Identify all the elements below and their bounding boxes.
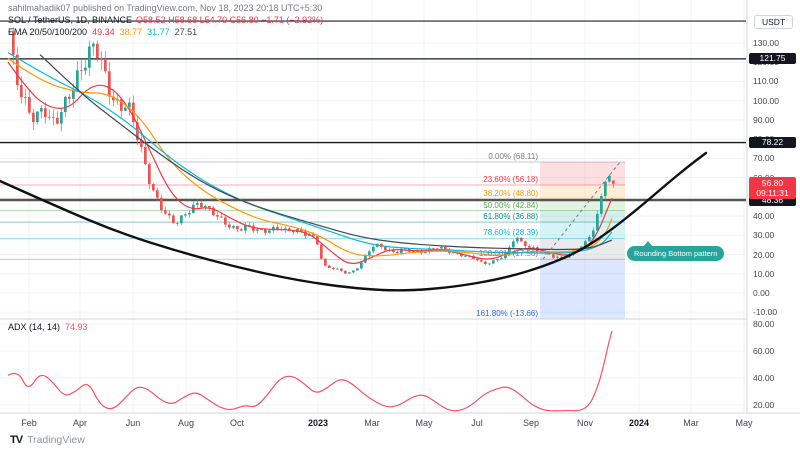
ema-lines — [7, 52, 613, 265]
time-tick: Jul — [471, 418, 483, 428]
price-tick: 90.00 — [753, 114, 775, 125]
last-price-badge: 56.80 09:11:31 — [749, 176, 796, 199]
fib-level-label: 50.00% (42.84) — [483, 200, 538, 210]
time-tick: May — [415, 418, 433, 428]
time-tick: Nov — [576, 418, 594, 428]
ema-legend-values: 49.34 38.77 31.77 27.51 — [87, 27, 197, 37]
time-tick: Mar — [364, 418, 380, 428]
pattern-annotation-text: Rounding Bottom pattern — [634, 249, 718, 258]
time-tick: Aug — [177, 418, 195, 428]
horizontal-ray-lines — [0, 20, 746, 202]
adx-tick: 80.00 — [753, 319, 775, 329]
pattern-annotation[interactable]: Rounding Bottom pattern — [627, 241, 725, 261]
adx-line — [7, 330, 613, 412]
price-tick: 110.00 — [753, 76, 779, 87]
bubble-tail — [643, 241, 653, 247]
price-level-badge: 48.36 — [749, 194, 796, 206]
price-tick: 30.00 — [753, 230, 775, 241]
bar-countdown: 09:11:31 — [756, 187, 789, 198]
ema-legend-label: EMA 20/50/100/200 — [8, 27, 88, 37]
grid-lines — [0, 0, 746, 412]
time-tick: Mar — [683, 418, 699, 428]
adx-tick: 60.00 — [753, 346, 775, 356]
tv-logo-icon: TV — [10, 434, 23, 446]
time-tick: May — [735, 418, 753, 428]
fib-level-label: 23.60% (56.18) — [483, 174, 538, 184]
time-tick: 2023 — [307, 418, 329, 428]
ohlc-values: O58.52 H58.68 L54.70 C56.80 −1.71 (−2.92… — [136, 15, 324, 25]
ema-legend[interactable]: EMA 20/50/100/200 49.34 38.77 31.77 27.51 — [8, 27, 197, 37]
time-tick: Apr — [72, 418, 88, 428]
price-tick: 40.00 — [753, 211, 775, 222]
adx-tick: 40.00 — [753, 373, 775, 383]
price-tick: 10.00 — [753, 268, 775, 279]
tradingview-logo[interactable]: TV TradingView — [10, 434, 85, 446]
tv-logo-wordmark: TradingView — [27, 434, 85, 446]
adx-legend[interactable]: ADX (14, 14) 74.93 — [8, 322, 88, 332]
symbol-legend[interactable]: SOL / TetherUS, 1D, BINANCE O58.52 H58.68… — [8, 15, 323, 25]
time-tick: Feb — [21, 418, 37, 428]
currency-toggle-button[interactable]: USDT — [754, 15, 794, 29]
last-price-value: 56.80 — [761, 177, 784, 188]
price-tick: 100.00 — [753, 95, 779, 106]
ema-value: 49.34 — [92, 27, 115, 37]
price-tick: -10.00 — [753, 307, 778, 318]
fib-level-label: 61.80% (36.88) — [483, 212, 538, 222]
price-tick: 70.00 — [753, 153, 775, 164]
symbol-title: SOL / TetherUS, 1D, BINANCE — [8, 15, 133, 25]
rounding-bottom-arc — [0, 151, 708, 292]
price-tick: 20.00 — [753, 249, 775, 260]
ema-value: 38.77 — [119, 27, 143, 37]
fib-level-label: 161.80% (-13.66) — [476, 309, 538, 318]
ema-value: 31.77 — [147, 27, 170, 37]
time-tick: 2024 — [628, 418, 650, 428]
adx-legend-value: 74.93 — [65, 322, 88, 332]
fib-level-label: 0.00% (68.11) — [488, 152, 538, 162]
time-tick: Jun — [125, 418, 141, 428]
pane-separators — [0, 0, 800, 414]
price-tick: 0.00 — [753, 288, 770, 298]
adx-legend-label: ADX (14, 14) — [8, 322, 61, 332]
fib-trend-dashed-line — [542, 161, 621, 260]
time-tick: Sep — [522, 418, 540, 428]
fibonacci-bands — [540, 162, 625, 319]
fib-level-label: 100.00% (17.56) — [478, 249, 538, 259]
price-level-badge: 78.22 — [749, 137, 796, 149]
price-level-badge: 121.75 — [749, 53, 796, 65]
adx-tick: 20.00 — [753, 400, 775, 410]
time-tick: Oct — [229, 418, 245, 428]
publish-watermark: sahilmahadik07 published on TradingView.… — [8, 3, 323, 13]
ema-value: 27.51 — [174, 27, 198, 37]
candlestick-series — [8, 27, 615, 275]
fib-level-label: 38.20% (48.80) — [483, 189, 538, 199]
price-tick: 130.00 — [753, 38, 779, 48]
fib-level-label: 78.60% (28.39) — [483, 228, 538, 238]
